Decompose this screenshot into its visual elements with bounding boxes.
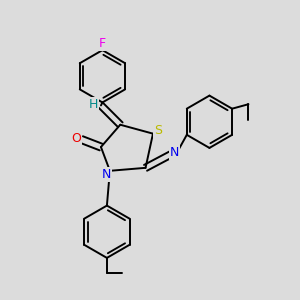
Text: S: S bbox=[154, 124, 162, 136]
Text: H: H bbox=[89, 98, 98, 111]
Text: N: N bbox=[170, 146, 179, 159]
Text: F: F bbox=[99, 37, 106, 50]
Text: O: O bbox=[71, 132, 81, 145]
Text: N: N bbox=[101, 168, 111, 181]
